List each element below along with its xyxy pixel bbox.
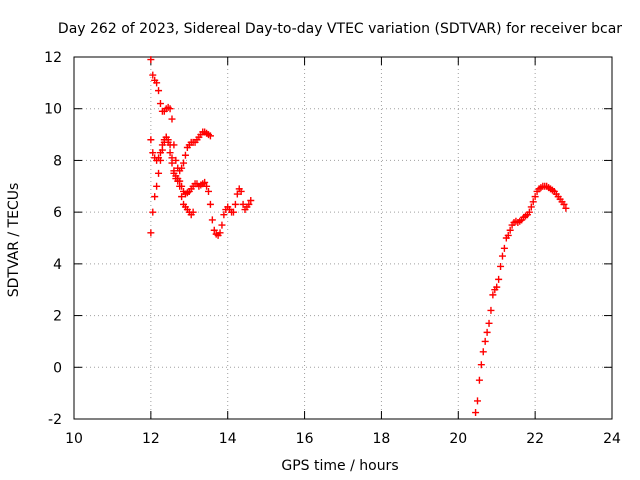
- data-point: [487, 306, 495, 314]
- x-tick-label: 16: [296, 431, 314, 447]
- data-point: [527, 203, 535, 211]
- y-tick-label: 8: [53, 153, 62, 169]
- data-point: [168, 115, 176, 123]
- x-tick-label: 22: [526, 431, 544, 447]
- data-point: [153, 182, 161, 190]
- data-point: [189, 208, 197, 216]
- data-point: [205, 187, 212, 195]
- data-point: [500, 244, 508, 252]
- data-points: [147, 56, 570, 417]
- y-tick-labels: -2 0 2 4 6 8 10 12: [44, 50, 62, 428]
- data-point: [156, 156, 164, 164]
- data-point: [479, 348, 487, 356]
- data-point: [180, 159, 188, 167]
- x-tick-label: 18: [373, 431, 391, 447]
- data-point: [531, 193, 539, 201]
- data-point: [151, 193, 159, 201]
- data-point: [489, 291, 497, 299]
- data-point: [245, 200, 253, 208]
- x-tick-label: 12: [142, 431, 160, 447]
- data-point: [168, 159, 176, 167]
- series-upper-branch: [147, 56, 214, 175]
- data-point: [506, 226, 514, 234]
- tick-marks: [73, 56, 613, 420]
- grid-lines: [74, 57, 612, 419]
- data-point: [149, 208, 157, 216]
- data-point: [504, 231, 512, 239]
- chart-title: Day 262 of 2023, Sidereal Day-to-day VTE…: [58, 21, 622, 37]
- data-point: [178, 164, 186, 172]
- data-point: [162, 133, 170, 141]
- x-tick-labels: 10 12 14 16 18 20 22 24: [65, 431, 621, 447]
- data-point: [164, 138, 172, 146]
- y-axis-label: SDTVAR / TECUs: [6, 183, 22, 298]
- data-point: [206, 132, 214, 140]
- data-point: [156, 100, 164, 108]
- data-point: [181, 151, 189, 159]
- data-point: [493, 283, 501, 291]
- data-point: [477, 361, 485, 369]
- data-point: [485, 319, 493, 327]
- data-point: [203, 182, 211, 190]
- y-tick-label: 10: [44, 102, 62, 118]
- data-point: [497, 262, 505, 270]
- data-point: [172, 156, 180, 164]
- data-point: [481, 337, 489, 345]
- data-point: [166, 149, 174, 157]
- data-point: [174, 175, 182, 183]
- data-point: [498, 252, 506, 260]
- plot-area-border: [73, 56, 613, 420]
- y-tick-label: -2: [48, 412, 62, 428]
- x-tick-label: 24: [603, 431, 621, 447]
- y-tick-label: 4: [53, 257, 62, 273]
- x-tick-label: 10: [65, 431, 83, 447]
- data-point: [220, 211, 228, 219]
- data-point: [474, 397, 481, 405]
- data-point: [176, 182, 184, 190]
- data-point: [218, 221, 226, 229]
- data-point: [529, 198, 537, 206]
- x-tick-label: 20: [449, 431, 467, 447]
- data-point: [237, 187, 245, 195]
- data-point: [166, 105, 174, 113]
- data-point: [247, 197, 255, 205]
- data-point: [475, 376, 483, 384]
- y-tick-label: 0: [53, 360, 62, 376]
- data-point: [153, 79, 161, 87]
- data-point: [178, 193, 186, 201]
- data-point: [483, 328, 491, 336]
- data-point: [210, 226, 218, 234]
- data-point: [147, 56, 155, 64]
- data-point: [170, 167, 178, 175]
- data-point: [472, 409, 480, 417]
- data-point: [149, 71, 157, 79]
- data-point: [155, 169, 163, 177]
- data-point: [560, 200, 568, 208]
- data-point: [149, 149, 157, 157]
- data-point: [155, 87, 163, 95]
- series-lower-branch: [147, 133, 197, 237]
- x-axis-label: GPS time / hours: [281, 458, 398, 474]
- data-point: [158, 146, 166, 154]
- y-tick-label: 6: [53, 205, 62, 221]
- data-point: [229, 208, 237, 216]
- data-point: [201, 178, 209, 186]
- data-point: [147, 136, 155, 144]
- data-point: [206, 200, 214, 208]
- data-point: [233, 190, 241, 198]
- data-point: [231, 200, 239, 208]
- data-point: [495, 275, 503, 283]
- data-point: [525, 208, 533, 216]
- y-tick-label: 12: [44, 50, 62, 66]
- data-point: [208, 216, 216, 224]
- data-point: [562, 204, 570, 212]
- x-tick-label: 14: [219, 431, 237, 447]
- y-tick-label: 2: [53, 309, 62, 325]
- data-point: [147, 229, 155, 237]
- series-late-arc: [472, 182, 570, 417]
- data-point: [216, 229, 224, 237]
